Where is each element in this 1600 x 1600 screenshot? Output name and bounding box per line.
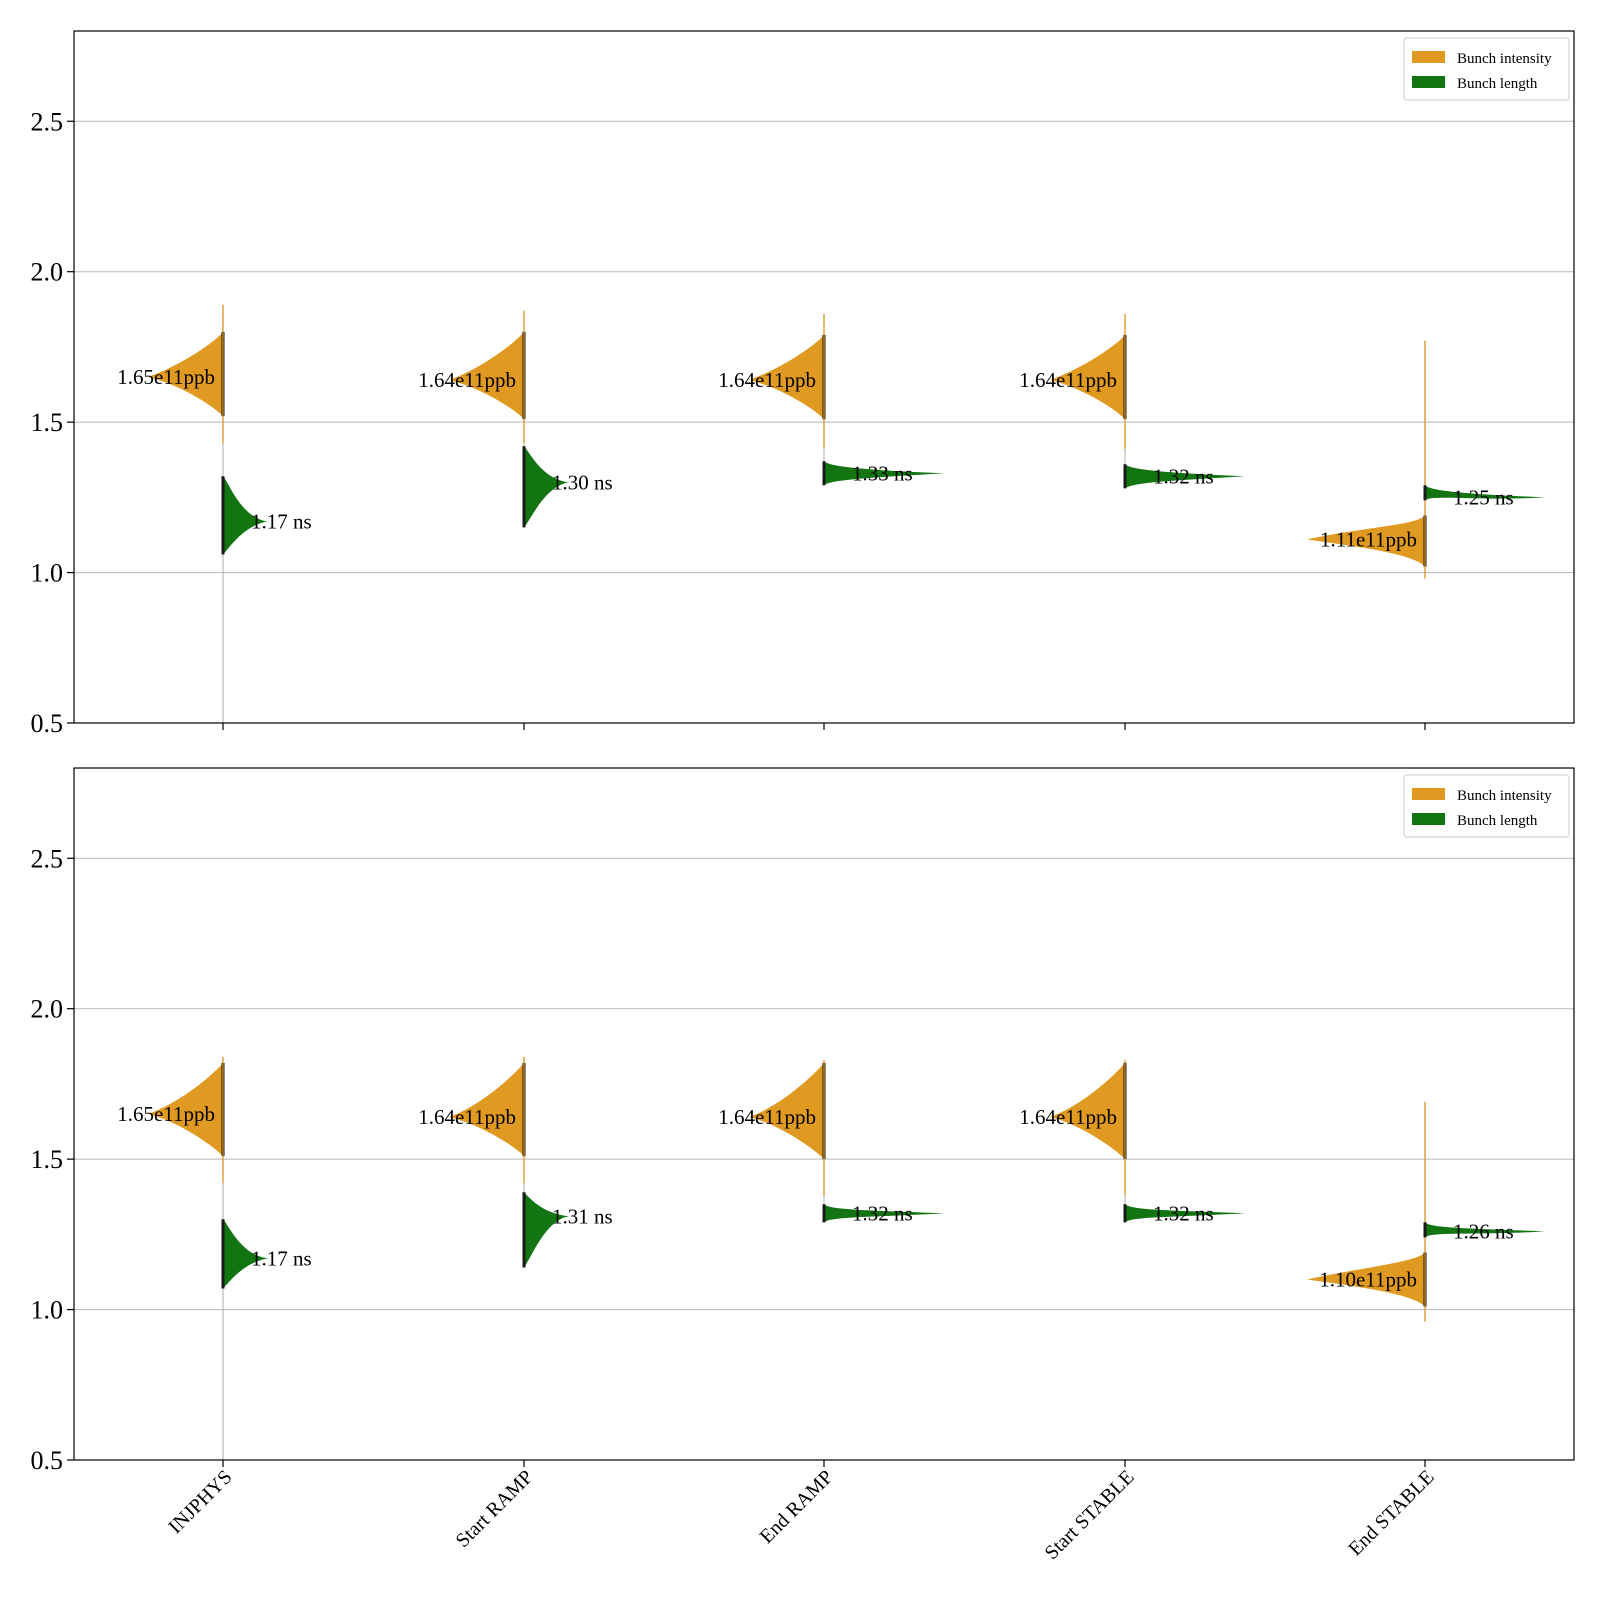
- x-category-label: INJPHYS: [164, 1466, 236, 1538]
- legend-label: Bunch length: [1457, 76, 1538, 92]
- y-tick-label: 1.0: [31, 559, 64, 588]
- intensity-violin: [749, 334, 824, 420]
- length-violin: [824, 1204, 944, 1223]
- length-violin: [223, 1219, 268, 1289]
- intensity-violin: [449, 1062, 524, 1157]
- legend-box: [1403, 37, 1570, 101]
- intensity-value-label: 1.65e11ppb: [117, 1102, 215, 1126]
- y-tick-label: 2.5: [31, 107, 64, 136]
- violin-group: 1.64e11ppb 1.32 ns: [718, 1059, 944, 1225]
- length-value-label: 1.30 ns: [552, 470, 613, 494]
- length-value-label: 1.17 ns: [251, 509, 312, 533]
- legend: Bunch intensity Bunch length: [1403, 37, 1570, 101]
- length-violin: [1125, 464, 1245, 489]
- plot-frame: [73, 767, 1575, 1461]
- violin-group: 1.64e11ppb 1.31 ns: [418, 1056, 613, 1268]
- x-category-label: Start STABLE: [1040, 1466, 1138, 1564]
- length-violin: [1125, 1204, 1245, 1223]
- y-tick-label: 1.0: [31, 1296, 64, 1325]
- intensity-value-label: 1.64e11ppb: [718, 1105, 816, 1129]
- length-value-label: 1.32 ns: [1153, 464, 1214, 488]
- y-tick-label: 2.5: [31, 844, 64, 873]
- intensity-violin: [1050, 334, 1125, 420]
- legend-swatch: [1412, 76, 1445, 88]
- intensity-value-label: 1.10e11ppb: [1319, 1267, 1417, 1291]
- intensity-violin: [1050, 1062, 1125, 1160]
- intensity-violin: [1307, 515, 1425, 567]
- y-tick-label: 1.5: [31, 408, 64, 437]
- length-violin: [1425, 485, 1545, 501]
- length-violin: [524, 1192, 569, 1268]
- length-value-label: 1.33 ns: [852, 461, 913, 485]
- legend-swatch: [1412, 51, 1445, 63]
- intensity-violin: [749, 1062, 824, 1160]
- y-tick-label: 1.5: [31, 1145, 64, 1174]
- intensity-value-label: 1.64e11ppb: [418, 1105, 516, 1129]
- panel-top: 0.5 1.0 1.5 2.0 2.5 1.65e11ppb 1.17 ns 1.64e11p…: [31, 30, 1575, 738]
- legend-label: Bunch length: [1457, 813, 1538, 829]
- violin-group: 1.10e11ppb 1.26 ns: [1307, 1101, 1545, 1322]
- length-value-label: 1.26 ns: [1453, 1219, 1514, 1243]
- length-violin: [223, 476, 268, 555]
- length-value-label: 1.31 ns: [552, 1204, 613, 1228]
- panel-bottom: 0.5 1.0 1.5 2.0 2.5 1.65e11ppb 1.17 ns 1.64e11p…: [31, 767, 1575, 1475]
- intensity-value-label: 1.64e11ppb: [1019, 1105, 1117, 1129]
- x-axis-labels: INJPHYS Start RAMP End RAMP Start STABLE End…: [164, 1466, 1438, 1564]
- violin-group: 1.64e11ppb 1.32 ns: [1019, 1059, 1245, 1225]
- legend-swatch: [1412, 813, 1445, 825]
- violin-group: 1.65e11ppb 1.17 ns: [117, 1056, 312, 1460]
- intensity-value-label: 1.64e11ppb: [718, 368, 816, 392]
- x-category-label: Start RAMP: [452, 1466, 538, 1552]
- intensity-violin: [449, 331, 524, 420]
- length-value-label: 1.32 ns: [852, 1201, 913, 1225]
- legend-label: Bunch intensity: [1457, 788, 1552, 804]
- plot-frame: [73, 30, 1575, 724]
- intensity-violin: [148, 1062, 223, 1157]
- legend-swatch: [1412, 788, 1445, 800]
- legend-label: Bunch intensity: [1457, 51, 1552, 67]
- violin-group: 1.64e11ppb 1.33 ns: [718, 313, 944, 486]
- violin-group: 1.64e11ppb 1.30 ns: [418, 310, 613, 528]
- legend-box: [1403, 774, 1570, 838]
- intensity-value-label: 1.11e11ppb: [1320, 527, 1417, 551]
- legend: Bunch intensity Bunch length: [1403, 774, 1570, 838]
- y-tick-label: 2.0: [31, 995, 64, 1024]
- length-violin: [1425, 1222, 1545, 1238]
- length-value-label: 1.32 ns: [1153, 1201, 1214, 1225]
- intensity-violin: [148, 331, 223, 417]
- length-value-label: 1.25 ns: [1453, 485, 1514, 509]
- x-category-label: End RAMP: [756, 1466, 838, 1548]
- length-violin: [524, 446, 569, 528]
- y-tick-label: 0.5: [31, 1446, 64, 1475]
- y-tick-label: 2.0: [31, 258, 64, 287]
- violin-group: 1.65e11ppb 1.17 ns: [117, 304, 312, 723]
- y-tick-label: 0.5: [31, 709, 64, 738]
- intensity-value-label: 1.64e11ppb: [1019, 368, 1117, 392]
- x-category-label: End STABLE: [1344, 1466, 1438, 1560]
- intensity-value-label: 1.65e11ppb: [117, 365, 215, 389]
- length-value-label: 1.17 ns: [251, 1246, 312, 1270]
- intensity-violin: [1307, 1252, 1425, 1307]
- length-violin: [824, 461, 944, 486]
- violin-group: 1.11e11ppb 1.25 ns: [1307, 340, 1545, 579]
- intensity-value-label: 1.64e11ppb: [418, 368, 516, 392]
- violin-group: 1.64e11ppb 1.32 ns: [1019, 313, 1245, 489]
